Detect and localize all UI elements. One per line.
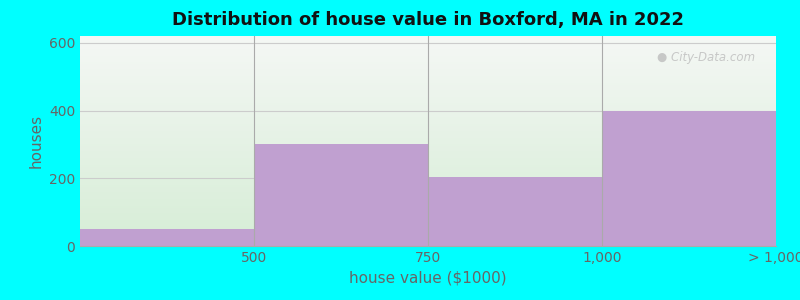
Bar	[254, 144, 428, 246]
Title: Distribution of house value in Boxford, MA in 2022: Distribution of house value in Boxford, …	[172, 11, 684, 29]
Bar	[80, 229, 254, 246]
Text: ● City-Data.com: ● City-Data.com	[657, 51, 755, 64]
X-axis label: house value ($1000): house value ($1000)	[349, 270, 507, 285]
Y-axis label: houses: houses	[28, 114, 43, 168]
Bar	[602, 110, 776, 246]
Bar	[428, 177, 602, 246]
